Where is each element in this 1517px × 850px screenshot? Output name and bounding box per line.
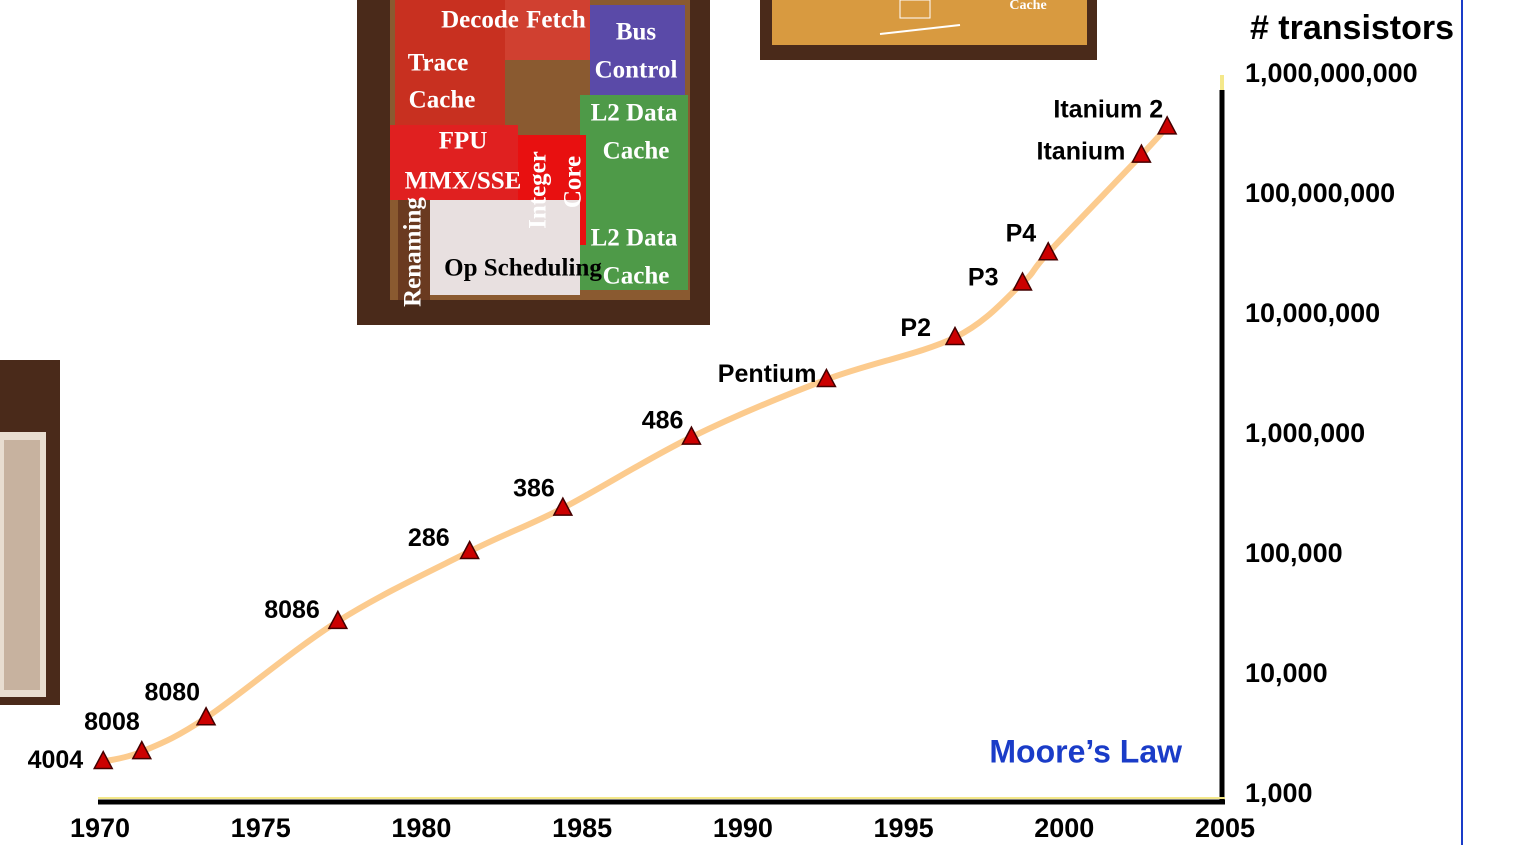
x-tick-label: 2000 <box>1034 813 1094 843</box>
die-label: FPU <box>439 128 488 155</box>
point-label: 486 <box>642 407 684 435</box>
y-tick-label: 1,000 <box>1245 778 1313 808</box>
die-label: Cache <box>603 263 670 290</box>
die-label: Bus <box>616 19 657 46</box>
die-label: MMX/SSE <box>405 168 522 195</box>
die-label: Decode <box>441 7 519 34</box>
point-label: 386 <box>513 475 555 503</box>
point-label: P2 <box>900 314 931 342</box>
die-label: Cache <box>1009 0 1046 13</box>
point-label: 8080 <box>144 678 200 706</box>
die-label: L2 Data <box>591 100 678 127</box>
marker <box>131 739 153 760</box>
x-tick-label: 1990 <box>713 813 773 843</box>
point-label: 286 <box>408 524 450 552</box>
x-tick-label: 1985 <box>552 813 612 843</box>
y-tick-label: 100,000,000 <box>1245 178 1395 208</box>
marker <box>552 496 574 516</box>
y-tick-label: 10,000 <box>1245 658 1328 688</box>
marker <box>92 749 114 770</box>
marker <box>195 706 217 726</box>
die-label: Op Scheduling <box>444 255 602 282</box>
x-tick-label: 2005 <box>1195 813 1255 843</box>
marker <box>681 425 702 445</box>
die-center <box>357 0 710 325</box>
die-label: Integer <box>525 151 552 229</box>
die-label: Fetch <box>526 7 586 34</box>
point-label: 8008 <box>84 708 140 736</box>
marker <box>816 367 837 388</box>
point-label: P3 <box>968 264 999 292</box>
point-label: Itanium 2 <box>1053 95 1163 123</box>
die-label: Core <box>560 156 587 208</box>
x-tick-label: 1970 <box>70 813 130 843</box>
y-tick-label: 100,000 <box>1245 538 1343 568</box>
marker <box>1131 143 1152 163</box>
die-label: Cache <box>603 138 670 165</box>
point-label: Pentium <box>718 360 817 388</box>
die-label: L2 Data <box>591 225 678 252</box>
die-left <box>0 360 60 705</box>
point-label: 4004 <box>28 746 84 774</box>
x-tick-label: 1980 <box>391 813 451 843</box>
point-label: Itanium <box>1037 138 1126 166</box>
annotation: Moore’s Law <box>989 733 1182 769</box>
die-label: Control <box>595 57 678 84</box>
x-tick-label: 1975 <box>231 813 291 843</box>
marker <box>1037 241 1059 261</box>
die-label: Renaming <box>400 197 427 307</box>
point-label: P4 <box>1006 219 1037 247</box>
y-tick-label: 1,000,000 <box>1245 418 1365 448</box>
point-label: 8086 <box>264 596 320 624</box>
y-axis-title: # transistors <box>1250 9 1454 47</box>
die-label: Cache <box>409 87 476 114</box>
die-label: Trace <box>408 50 469 77</box>
marker <box>459 539 480 560</box>
marker <box>944 325 966 346</box>
y-tick-label: 1,000,000,000 <box>1245 58 1418 88</box>
marker <box>1012 271 1033 291</box>
marker <box>327 609 349 630</box>
die-top: Cache <box>760 0 1097 60</box>
y-tick-label: 10,000,000 <box>1245 298 1380 328</box>
x-tick-label: 1995 <box>874 813 934 843</box>
marker <box>1156 115 1178 135</box>
